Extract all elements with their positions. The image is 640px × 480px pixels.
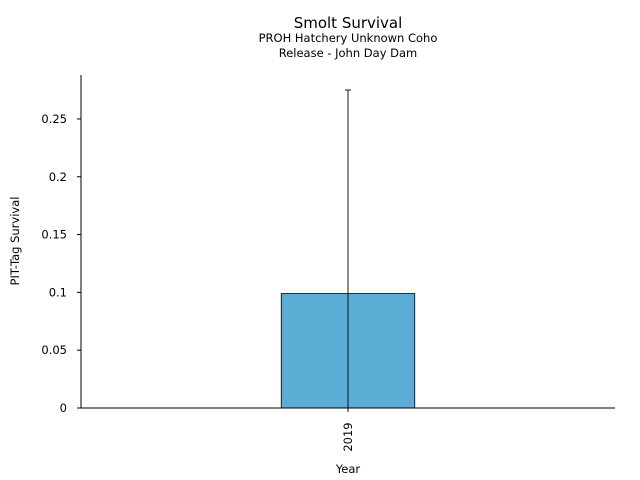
chart-title: Smolt Survival bbox=[294, 14, 403, 32]
x-axis-label: Year bbox=[335, 462, 361, 476]
y-axis-label: PIT-Tag Survival bbox=[8, 197, 22, 286]
y-tick-label: 0 bbox=[60, 401, 67, 415]
y-axis-ticks: 0 0.05 0.1 0.15 0.2 0.25 bbox=[41, 112, 81, 415]
bars-group bbox=[280, 89, 416, 409]
x-axis-ticks: 2019 bbox=[341, 408, 355, 452]
y-tick-label: 0.2 bbox=[49, 170, 67, 184]
chart-subtitle-line-1: PROH Hatchery Unknown Coho bbox=[259, 31, 438, 45]
y-tick-label: 0.15 bbox=[41, 228, 67, 242]
y-tick-label: 0.1 bbox=[49, 285, 67, 299]
x-tick-label: 2019 bbox=[341, 422, 355, 451]
y-tick-label: 0.05 bbox=[41, 343, 67, 357]
chart-subtitle-line-2: Release - John Day Dam bbox=[279, 46, 418, 60]
y-tick-label: 0.25 bbox=[41, 112, 67, 126]
